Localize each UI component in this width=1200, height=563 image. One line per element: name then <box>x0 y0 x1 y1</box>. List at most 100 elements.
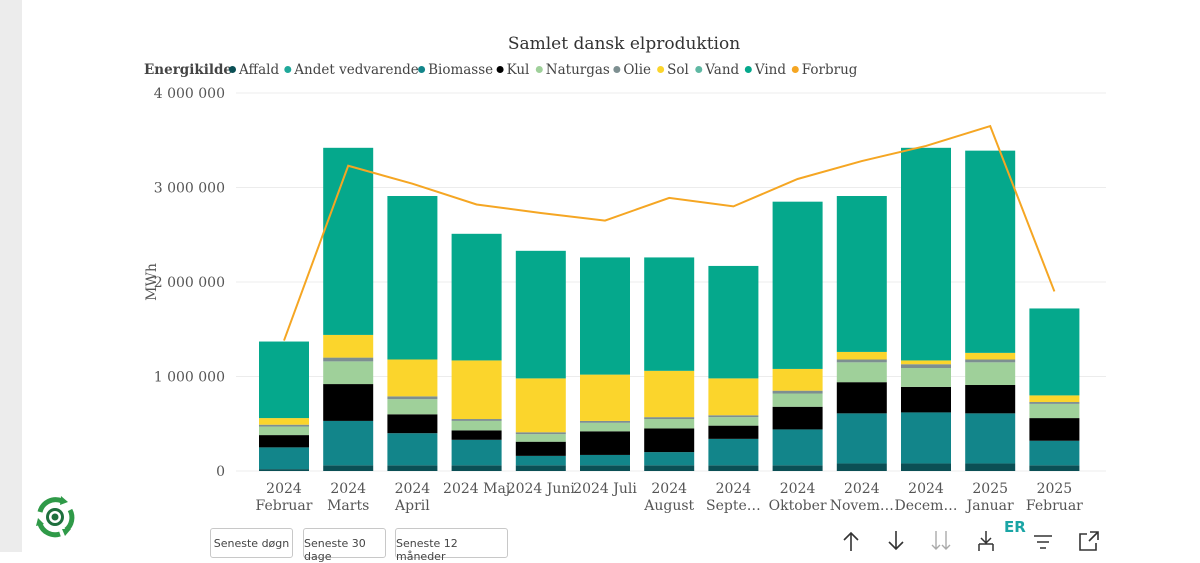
bar-segment-sol <box>451 360 502 420</box>
bar-segment-biomasse <box>965 413 1016 464</box>
focus-mode-icon[interactable] <box>1076 528 1102 554</box>
legend-marker <box>613 66 621 73</box>
bar-segment-kul <box>387 414 438 434</box>
y-axis-label: MWh <box>144 263 160 301</box>
x-tick-label: Februar <box>256 498 313 514</box>
bar-segment-naturgas <box>836 362 887 383</box>
bar-segment-affald <box>708 465 759 471</box>
bar-segment-vind <box>451 233 502 361</box>
bar-segment-naturgas <box>708 417 759 426</box>
last-30-days-button[interactable]: Seneste 30 dage <box>303 528 386 563</box>
x-tick-label: 2024 Juni <box>507 481 576 497</box>
last-day-button[interactable]: Seneste døgn <box>210 528 293 558</box>
bar-segment-naturgas <box>772 393 823 407</box>
bar-segment-olie <box>1029 402 1080 404</box>
bar-segment-kul <box>1029 418 1080 441</box>
arrow-down-icon[interactable] <box>883 528 909 554</box>
legend-item-label: Sol <box>667 62 689 78</box>
x-tick-label: Februar <box>1026 498 1083 514</box>
legend-marker <box>418 66 426 73</box>
expand-hierarchy-icon[interactable] <box>973 528 999 554</box>
arrow-up-icon[interactable] <box>838 528 864 554</box>
bar-segment-olie <box>901 364 951 368</box>
bar-segment-naturgas <box>515 434 566 442</box>
bar-segment-naturgas <box>323 361 374 385</box>
bar-segment-sol <box>323 334 374 358</box>
bar-segment-vind <box>708 265 759 379</box>
x-tick-label: 2024 <box>908 481 944 497</box>
x-tick-label: Decem… <box>895 498 958 514</box>
legend-marker <box>229 66 236 73</box>
bar-segment-affald <box>580 465 630 471</box>
bar-segment-affald <box>965 463 1016 471</box>
legend-marker <box>496 66 504 73</box>
x-tick-label: 2024 <box>780 481 816 497</box>
left-panel-strip <box>0 0 22 552</box>
bar-segment-naturgas <box>965 362 1016 386</box>
bar-segment-vind <box>772 201 823 369</box>
bar-segment-olie <box>515 432 566 435</box>
chart-title: Samlet dansk elproduktion <box>508 34 740 54</box>
bar-segment-kul <box>772 406 823 430</box>
bar-segment-olie <box>387 396 438 400</box>
filter-icon[interactable] <box>1030 528 1056 554</box>
bar-segment-olie <box>836 359 887 363</box>
bar-segment-sol <box>708 378 759 416</box>
bar-segment-biomasse <box>836 413 887 464</box>
x-tick-label: April <box>394 498 430 514</box>
bar-segment-vind <box>515 250 566 379</box>
bar-segment-biomasse <box>772 429 823 466</box>
bar-segment-sol <box>580 374 630 421</box>
legend-title: Energikilde <box>144 62 232 78</box>
legend-item-label: Kul <box>507 62 530 78</box>
y-tick-label: 0 <box>216 464 225 480</box>
bar-segment-olie <box>772 390 823 394</box>
bar-segment-sol <box>259 418 309 425</box>
bar-segment-sol <box>901 360 951 365</box>
bar-segment-olie <box>259 424 309 427</box>
bar-segment-vind <box>259 341 309 419</box>
bar-segment-biomasse <box>901 412 951 464</box>
bar-segment-biomasse <box>451 439 502 466</box>
bar-segment-affald <box>772 465 823 471</box>
last-12-months-button[interactable]: Seneste 12 måneder <box>395 528 508 563</box>
x-tick-label: Oktober <box>769 498 827 514</box>
bar-segment-affald <box>515 465 566 471</box>
y-tick-label: 2 000 000 <box>154 275 225 291</box>
x-tick-label: 2025 <box>1037 481 1073 497</box>
bar-segment-naturgas <box>901 367 951 387</box>
bar-segment-vind <box>580 257 630 375</box>
x-tick-label: 2024 <box>395 481 431 497</box>
legend-marker <box>791 66 799 73</box>
legend-item-label: Vand <box>704 62 739 78</box>
bar-segment-naturgas <box>580 422 630 432</box>
legend-marker <box>744 66 752 73</box>
bar-segment-naturgas <box>644 419 695 429</box>
bar-segment-biomasse <box>708 438 759 466</box>
legend-item-label: Biomasse <box>428 62 493 78</box>
bar-segment-naturgas <box>259 426 309 436</box>
bar-segment-biomasse <box>515 455 566 466</box>
bar-segment-olie <box>644 417 695 420</box>
x-tick-label: 2024 <box>651 481 687 497</box>
bar-segment-affald <box>644 465 695 471</box>
brand-snippet: ER <box>1004 518 1026 536</box>
line-series-forbrug <box>283 124 1056 341</box>
x-tick-label: August <box>643 498 694 514</box>
double-arrow-down-icon[interactable] <box>928 528 954 554</box>
bar-segment-biomasse <box>1029 440 1080 466</box>
x-tick-label: 2024 Maj <box>443 481 510 497</box>
y-tick-label: 3 000 000 <box>154 181 225 197</box>
bar-segment-naturgas <box>387 399 438 415</box>
bar-segment-kul <box>259 435 309 448</box>
bar-segment-affald <box>901 463 951 471</box>
bar-segment-kul <box>323 384 374 421</box>
legend-marker <box>657 66 665 73</box>
bar-segment-vind <box>901 147 951 361</box>
x-tick-label: 2024 <box>844 481 880 497</box>
bar-segment-biomasse <box>644 452 695 466</box>
bar-segment-sol <box>772 368 823 391</box>
x-tick-label: Septe… <box>706 498 761 514</box>
bar-segment-olie <box>580 420 630 423</box>
x-tick-label: Novem… <box>830 498 894 514</box>
